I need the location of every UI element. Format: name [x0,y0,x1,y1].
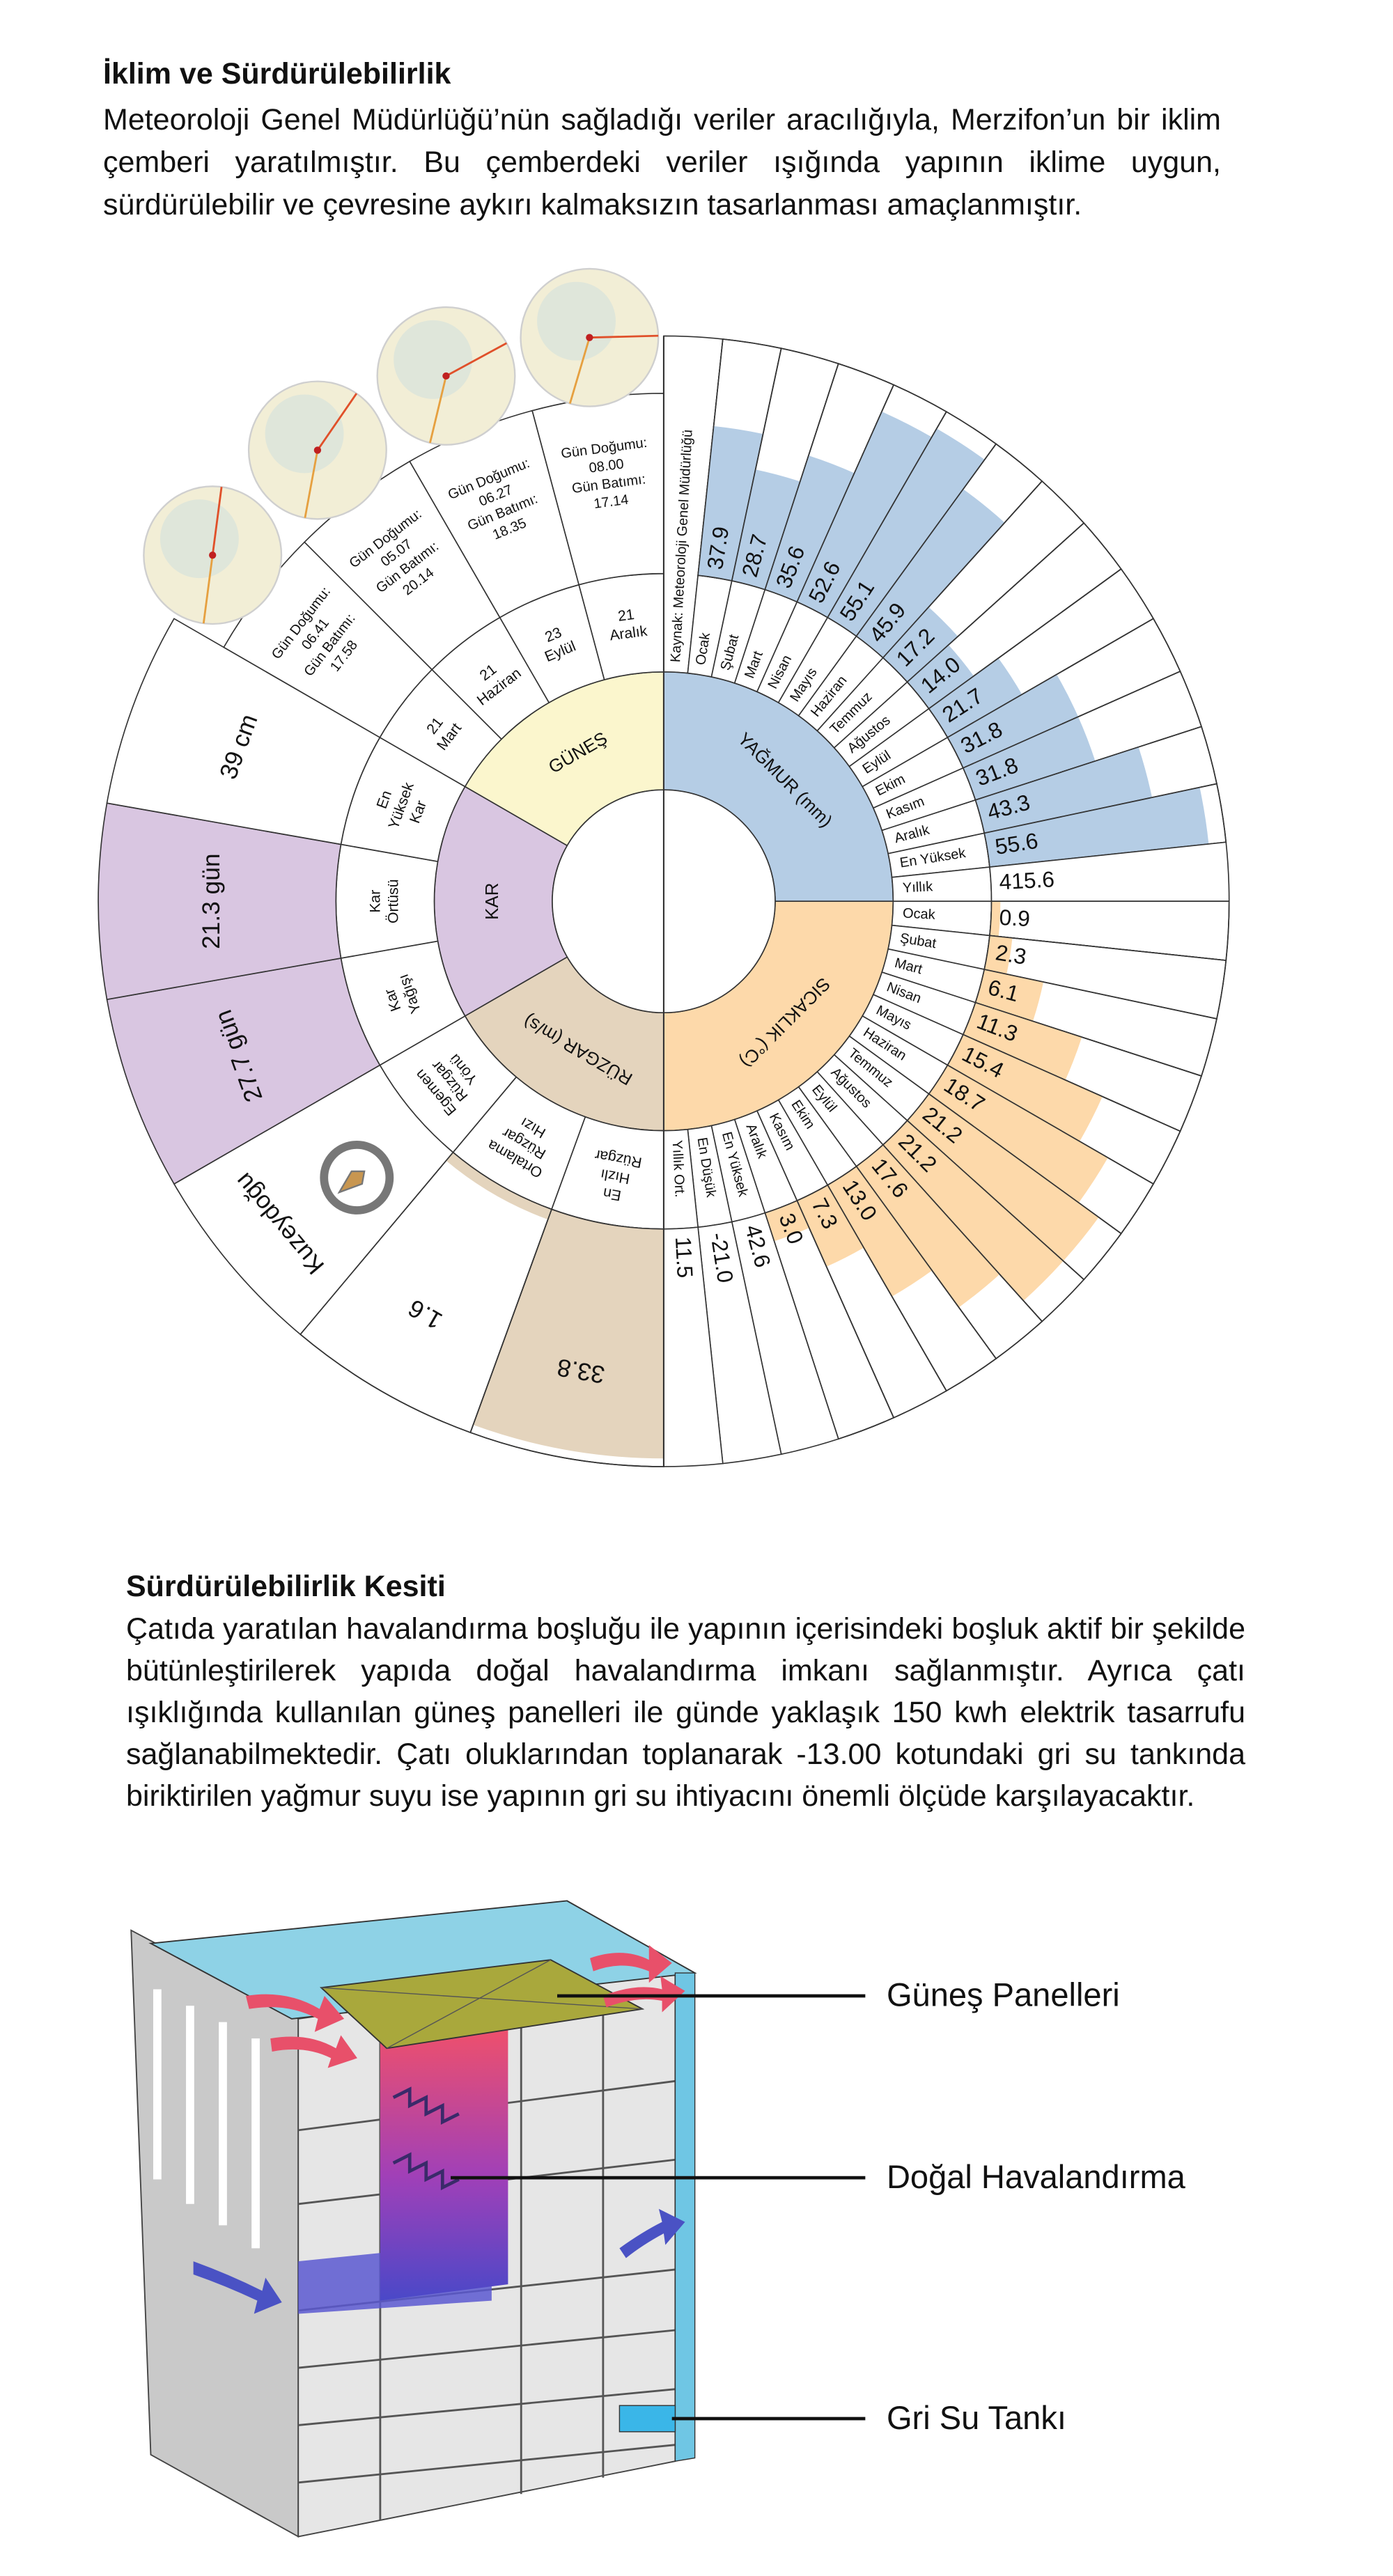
bar [984,935,1013,974]
row-label: Ocak [902,905,936,922]
bar [856,489,1005,658]
sun-map-land [159,499,239,579]
building-section: Güneş Panelleri Doğal Havalandırma Gri S… [130,1900,1186,2538]
bar [856,1144,1000,1308]
bar [947,1034,1103,1141]
row-label: Yıllık Ort. [669,1140,687,1198]
sun-location [313,446,322,454]
bar [947,674,1079,768]
row-label: 21 [617,607,635,625]
bar [731,469,800,590]
sun-path [211,487,223,556]
sun-map-land [537,281,616,361]
value-label: 11.5 [671,1236,698,1279]
bar [928,1065,1108,1203]
sun-location [442,372,450,380]
value-label: 2.3 [994,939,1028,969]
bar [765,1201,809,1242]
sun-path [429,375,447,444]
section-title: İklim ve Sürdürülebilirlik [103,57,451,91]
bar [827,428,985,637]
bar [882,1121,1064,1301]
bar [984,787,1209,868]
callout-label: Gri Su Tankı [887,2399,1066,2436]
sun-path [568,337,591,404]
bar [907,645,974,709]
row-label: Yıllık [902,879,933,896]
stairs [392,2086,460,2191]
leader-lines [451,1994,866,2421]
sun-path [445,342,508,377]
row-label: Örtüsü [384,879,401,923]
downpipe [674,1972,696,2462]
section-title: Sürdürülebilirlik Kesiti [126,1570,446,1603]
bar [963,1002,1082,1080]
bar [928,658,1022,737]
bar [797,412,932,618]
row-label: Kar [368,890,384,913]
grey-water-tank [618,2405,676,2433]
row-label: En [602,1185,622,1203]
bar [975,747,1153,834]
climate-wheel: Kaynak: Meteoroloji Genel MüdürlüğüYAĞMU… [98,267,1230,1467]
sun-path [304,450,319,518]
callout-label: Doğal Havalandırma [887,2158,1186,2195]
solar-panel-lines [321,1959,643,2049]
bar [975,969,1044,1022]
paragraph: Çatıda yaratılan havalandırma boşluğu il… [126,1612,1245,1813]
compass-needle [337,1170,366,1194]
bar [882,607,958,682]
sun-location [209,551,217,559]
category-label: KAR [483,883,502,920]
sun-location [586,334,593,341]
value-label: 0.9 [999,905,1031,931]
paragraph: Meteoroloji Genel Müdürlüğü’nün sağladığ… [103,103,1221,221]
bar [446,1152,552,1220]
bar [797,1185,864,1267]
bar [765,455,855,602]
value-label: 415.6 [999,866,1055,894]
left-facade-windows [153,1989,260,2249]
sun-path [589,334,659,339]
value-cell [106,618,381,845]
sun-path [316,393,358,451]
bar [827,1166,933,1297]
bar [907,1093,1099,1261]
bar [989,901,1001,937]
sun-map-land [394,320,473,399]
callout-label: Güneş Panelleri [887,1976,1120,2013]
sun-map-land [265,394,344,474]
bar [698,426,763,581]
compass [320,1141,394,1215]
cool-air-arrows [193,2208,685,2314]
bar [473,1209,664,1459]
ventilation-shaft [380,2025,508,2301]
bar [963,717,1096,800]
sun-path [202,554,214,624]
value-label: 21.3 gün [198,854,225,949]
